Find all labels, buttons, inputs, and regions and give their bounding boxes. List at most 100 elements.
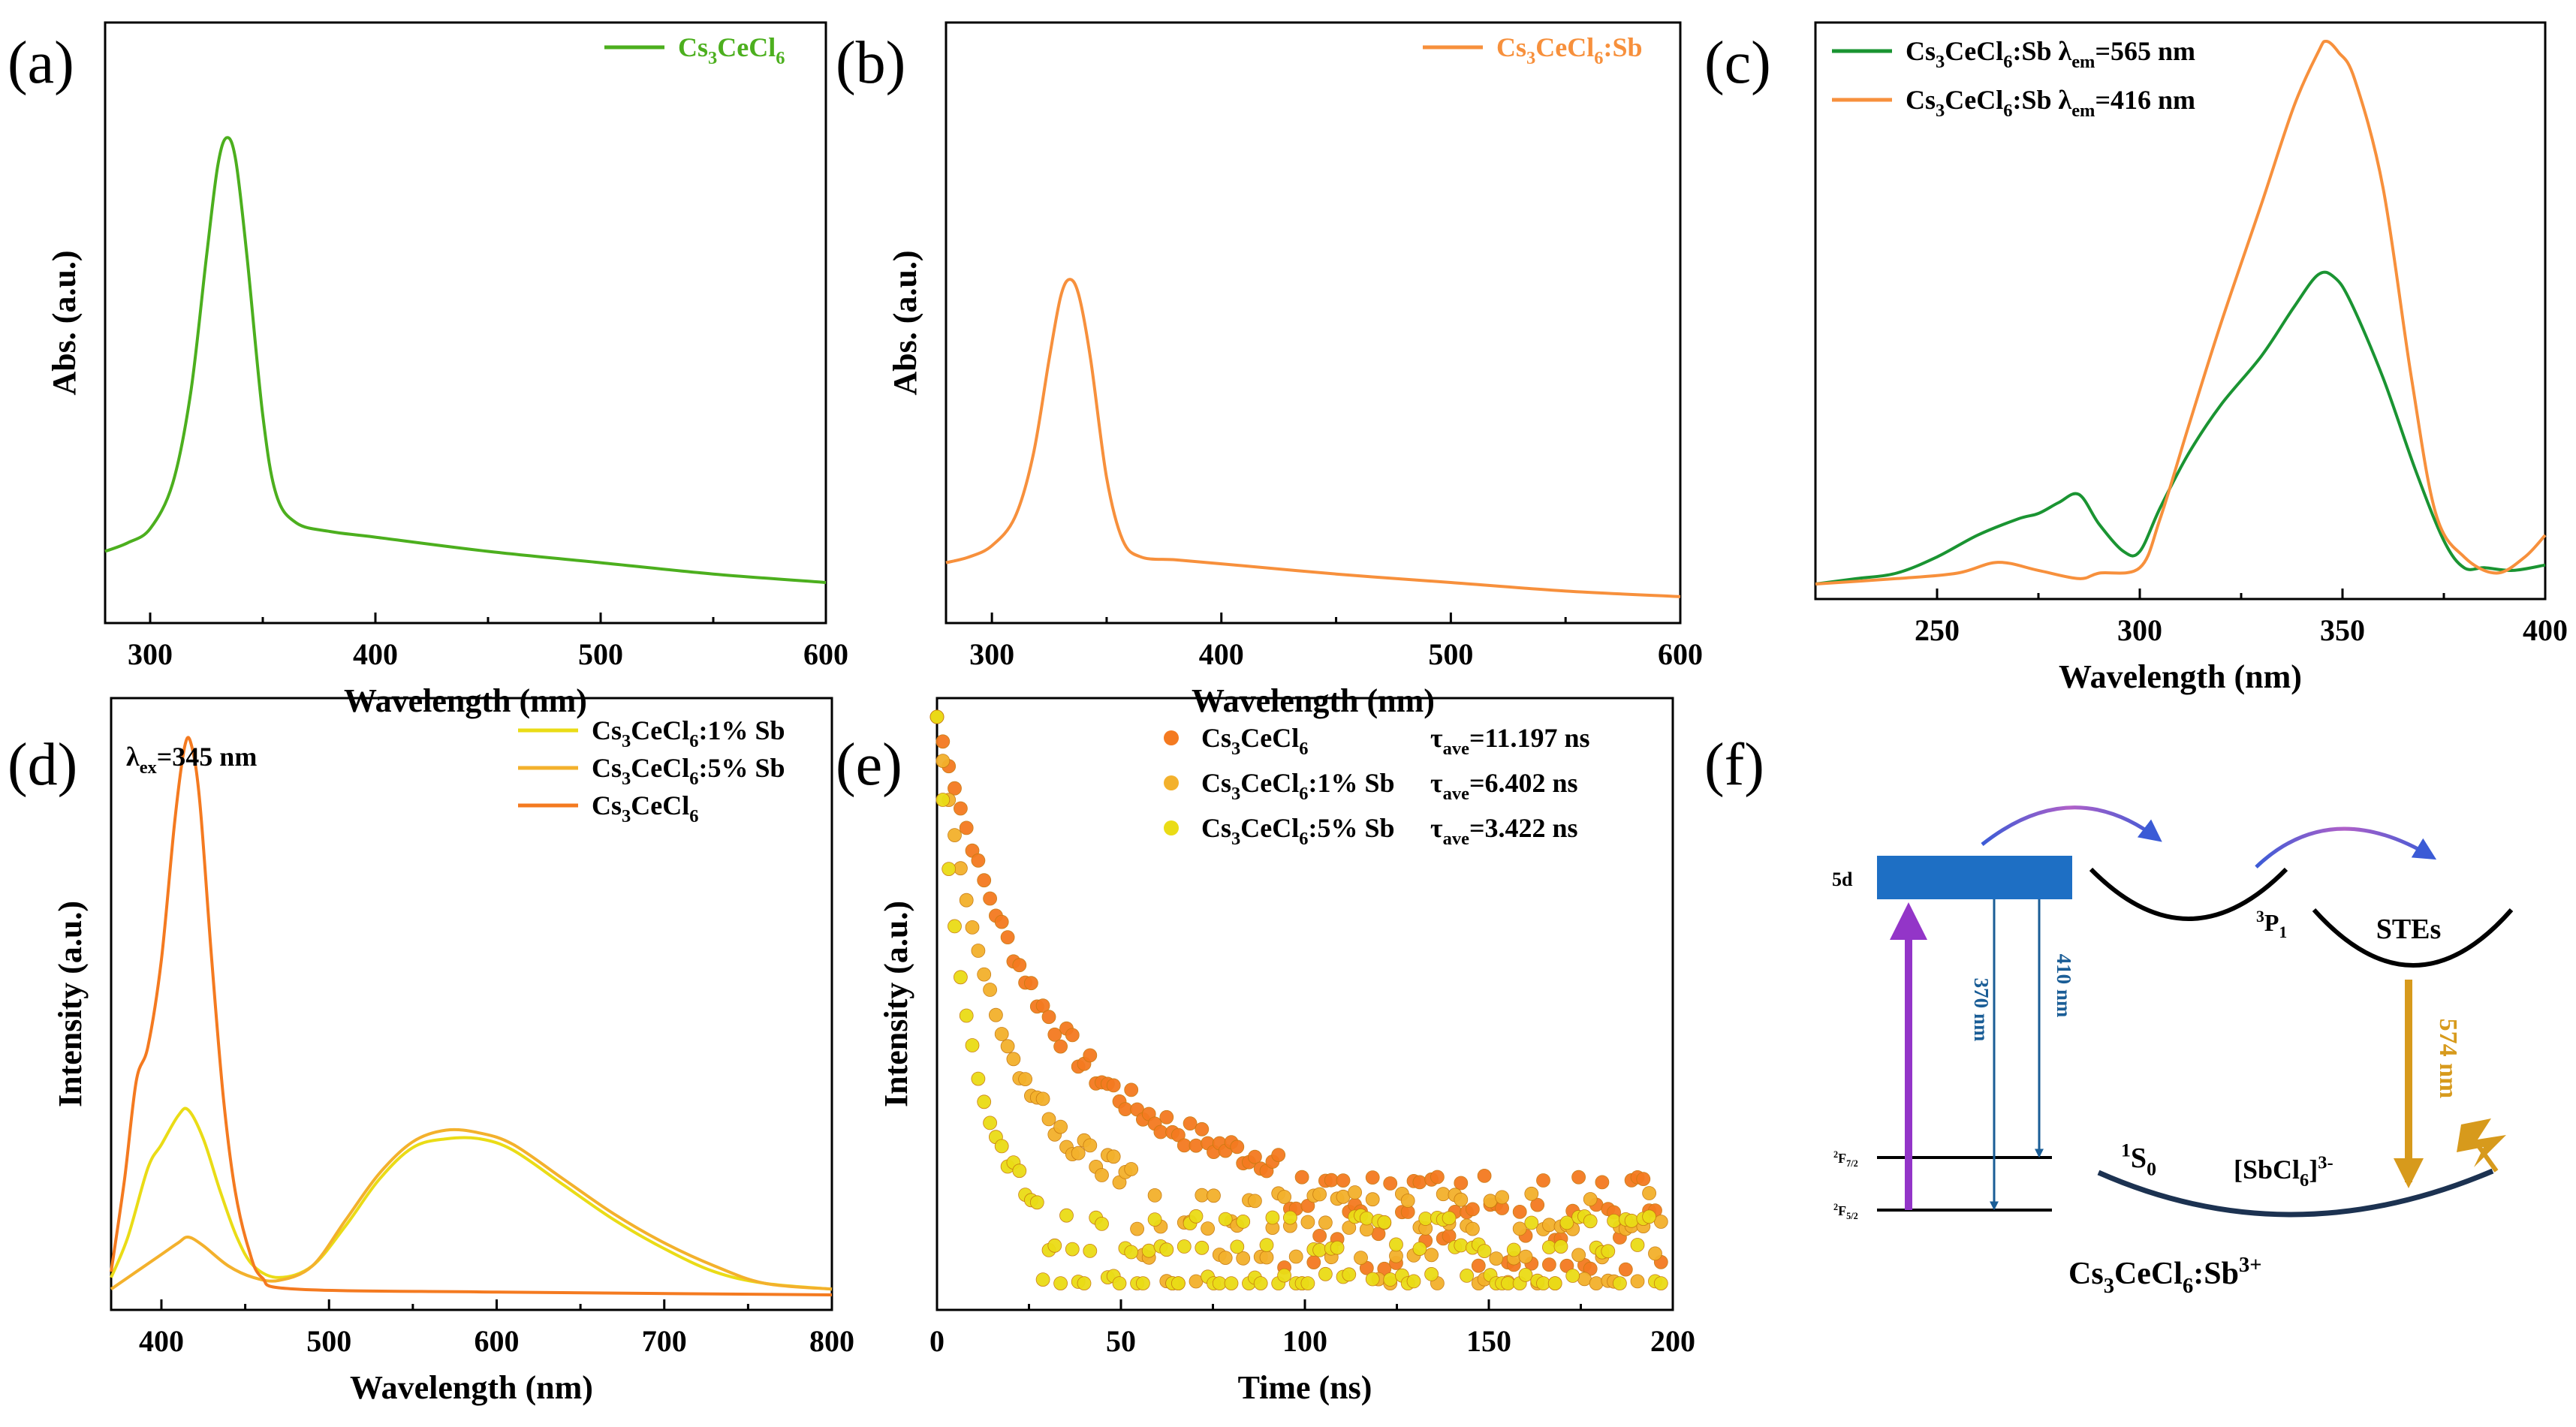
legend-entry: Cs3CeCl6 xyxy=(1201,723,1308,759)
data-point xyxy=(1029,1195,1044,1210)
data-point xyxy=(1136,1276,1150,1290)
annotation-lambda-ex: λex=345 nm xyxy=(126,742,257,778)
y-axis-label: Abs. (a.u.) xyxy=(46,250,83,395)
data-point xyxy=(1524,1186,1539,1201)
data-point xyxy=(1412,1175,1427,1190)
data-point xyxy=(1236,1215,1251,1229)
panel-label: (b) xyxy=(836,30,905,96)
data-point xyxy=(1124,1082,1139,1097)
x-tick-label: 100 xyxy=(1282,1324,1327,1358)
octahedron-label: [SbCl6]3- xyxy=(2234,1152,2333,1191)
data-point xyxy=(1035,1272,1050,1287)
chart-b: 300 400 500 600 Wavelength (nm) Abs. (a.u.) (b… xyxy=(836,21,1703,719)
emission-370-label: 370 nm xyxy=(1970,978,1993,1042)
data-point xyxy=(1012,1164,1027,1179)
data-point xyxy=(1095,1217,1109,1231)
data-point xyxy=(1141,1243,1156,1258)
data-point xyxy=(977,1094,992,1109)
chart-a: 300 400 500 600 Wavelength (nm) Abs. (a.u.) (a… xyxy=(8,21,848,719)
data-point xyxy=(1283,1210,1297,1225)
x-tick-label: 400 xyxy=(353,637,398,671)
legend-entry: Cs3CeCl6:5% Sb xyxy=(592,753,785,789)
data-point xyxy=(1530,1197,1545,1212)
data-point xyxy=(1512,1221,1527,1236)
data-point xyxy=(1330,1240,1345,1255)
plot-frame xyxy=(110,697,833,1311)
series-line-0 xyxy=(110,1106,833,1291)
data-point xyxy=(1524,1215,1539,1230)
data-point xyxy=(971,853,986,868)
data-point xyxy=(971,944,986,958)
y-axis-label: Intensity (a.u.) xyxy=(878,901,914,1107)
data-point xyxy=(1583,1214,1598,1229)
emission-bolt-tail xyxy=(2475,1143,2499,1173)
legend-entry: Cs3CeCl6:1% Sb xyxy=(1201,768,1395,804)
series-points-2 xyxy=(929,709,1668,1290)
x-tick-label: 500 xyxy=(306,1324,351,1358)
chart-d: 400 500 600 700 800 Wavelength (nm) Intensity … xyxy=(8,697,854,1406)
data-point xyxy=(1424,1248,1439,1263)
level-1s0-label: 1S0 xyxy=(2121,1139,2156,1180)
data-point xyxy=(1259,1238,1274,1252)
x-tick-label: 0 xyxy=(929,1324,945,1358)
diagram-f: (f) 5d 2F7/2 2F5/2 370 nm 410 nm 3P1 STEs 574 nm… xyxy=(1704,732,2514,1298)
data-point xyxy=(1389,1237,1403,1252)
transfer-arrow-2 xyxy=(2255,826,2437,869)
series-line-0 xyxy=(104,136,827,584)
data-point xyxy=(1065,1242,1080,1257)
data-point xyxy=(1195,1240,1210,1255)
data-point xyxy=(1342,1221,1357,1235)
x-tick-label: 350 xyxy=(2320,613,2365,647)
data-point xyxy=(1589,1276,1604,1290)
data-point xyxy=(1159,1109,1174,1124)
data-point xyxy=(1612,1276,1627,1290)
data-point xyxy=(1195,1121,1210,1136)
data-point xyxy=(1342,1267,1357,1282)
data-point xyxy=(1559,1215,1574,1230)
x-tick-label: 500 xyxy=(1428,637,1473,671)
data-point xyxy=(929,709,945,724)
transfer-arrow-1 xyxy=(1981,805,2162,846)
data-point xyxy=(1259,1250,1274,1265)
data-point xyxy=(1047,1238,1062,1253)
data-point xyxy=(1466,1202,1480,1217)
data-point xyxy=(1312,1187,1327,1202)
data-point xyxy=(1035,998,1050,1013)
data-point xyxy=(1124,1245,1139,1260)
data-point xyxy=(1630,1274,1645,1289)
data-point xyxy=(948,919,962,934)
data-point xyxy=(1000,930,1015,944)
data-point xyxy=(1466,1221,1480,1236)
legend-marker xyxy=(1164,730,1179,745)
legend-entry: Cs3CeCl6:Sb λem=565 nm xyxy=(1906,36,2195,72)
data-point xyxy=(1041,1112,1056,1127)
x-axis-label: Time (ns) xyxy=(1238,1369,1372,1406)
y-axis-label: Abs. (a.u.) xyxy=(887,250,923,395)
legend-entry: Cs3CeCl6:Sb λem=416 nm xyxy=(1906,85,2195,121)
data-point xyxy=(1618,1262,1633,1277)
data-point xyxy=(1189,1138,1204,1153)
data-point xyxy=(1071,1146,1086,1161)
series-line-1 xyxy=(110,1127,833,1291)
legend-marker xyxy=(1164,820,1179,835)
data-point xyxy=(1118,1102,1133,1116)
series-line-0 xyxy=(945,278,1681,598)
data-point xyxy=(1400,1194,1415,1208)
series-line-0 xyxy=(1815,270,2546,586)
x-tick-label: 400 xyxy=(2523,613,2568,647)
data-point xyxy=(983,891,997,906)
data-point xyxy=(1430,1170,1445,1185)
data-point xyxy=(1230,1239,1245,1254)
series-points-0 xyxy=(929,709,1668,1277)
data-point xyxy=(1624,1213,1639,1228)
data-point xyxy=(965,920,980,935)
level-3p1-label: 3P1 xyxy=(2256,908,2287,941)
level-3p1-curve xyxy=(2089,867,2288,921)
data-point xyxy=(1365,1170,1380,1185)
legend-entry: Cs3CeCl6:5% Sb xyxy=(1201,813,1395,849)
x-axis-label: Wavelength (nm) xyxy=(1192,682,1435,719)
data-point xyxy=(1207,1188,1221,1203)
data-point xyxy=(1477,1169,1492,1183)
data-point xyxy=(1230,1139,1245,1155)
data-point xyxy=(1477,1244,1492,1258)
